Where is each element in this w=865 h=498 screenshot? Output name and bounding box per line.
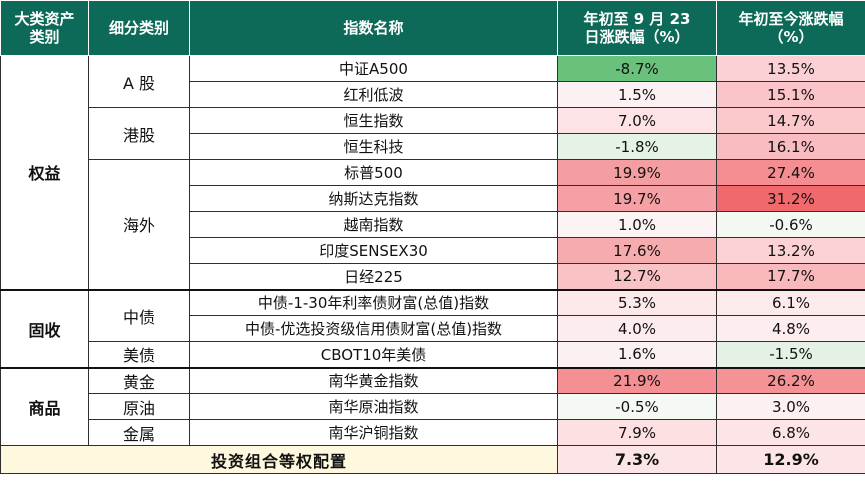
- header-change-to-date: 年初至 9 月 23 日涨跌幅（%）: [557, 0, 717, 56]
- table-row: 金属 南华沪铜指数 7.9% 6.8%: [1, 419, 865, 446]
- header-change-ytd: 年初至今涨跌幅 （%）: [716, 0, 865, 56]
- change-to-date-cell: 5.3%: [557, 288, 717, 316]
- index-name-cell: 红利低波: [189, 81, 558, 108]
- index-name-cell: 中债-优选投资级信用债财富(总值)指数: [189, 315, 558, 342]
- table-row: 港股 恒生指数 7.0% 14.7%: [1, 107, 865, 160]
- change-to-date-cell: 7.0%: [557, 107, 717, 134]
- table-body: 权益 A 股中证A500 -8.7% 13.5% 红利低波 1.5% 15.1% 港股 恒生指数…: [0, 55, 865, 446]
- sub-class-cell: 美债: [88, 341, 190, 368]
- header-sub-class: 细分类别: [88, 0, 190, 56]
- change-to-date-cell: -8.7%: [557, 55, 717, 82]
- change-ytd-cell: 16.1%: [716, 133, 865, 160]
- asset-class-cell: 商品: [0, 366, 89, 446]
- sub-class-cell: A 股: [88, 55, 190, 108]
- index-name-cell: 日经225: [189, 263, 558, 290]
- change-to-date-cell: 1.5%: [557, 81, 717, 108]
- change-ytd-cell: 13.2%: [716, 237, 865, 264]
- table-row: 商品 黄金 南华黄金指数 21.9% 26.2%: [0, 366, 865, 446]
- header-asset-class: 大类资产 类别: [0, 0, 89, 56]
- change-to-date-cell: 1.0%: [557, 211, 717, 238]
- footer-change-ytd: 12.9%: [716, 445, 865, 474]
- index-name-cell: CBOT10年美债: [189, 341, 558, 368]
- table-row: 纳斯达克指数 19.7% 31.2%: [1, 185, 865, 212]
- sub-class-cell: 金属: [88, 419, 190, 446]
- index-name-cell: 中证A500: [189, 55, 558, 82]
- sub-class-cell: 原油: [88, 393, 190, 420]
- change-to-date-cell: 7.9%: [557, 419, 717, 446]
- change-ytd-cell: 6.8%: [716, 419, 865, 446]
- index-name-cell: 中债-1-30年利率债财富(总值)指数: [189, 288, 558, 316]
- change-ytd-cell: 4.8%: [716, 315, 865, 342]
- index-name-cell: 纳斯达克指数: [189, 185, 558, 212]
- change-to-date-cell: -1.8%: [557, 133, 717, 160]
- table-row: 权益 A 股中证A500 -8.7% 13.5%: [0, 55, 865, 290]
- change-ytd-cell: 14.7%: [716, 107, 865, 134]
- asset-class-cell: 固收: [0, 288, 89, 368]
- index-name-cell: 恒生科技: [189, 133, 558, 160]
- table-row: 原油 南华原油指数 -0.5% 3.0%: [1, 393, 865, 420]
- change-to-date-cell: 12.7%: [557, 263, 717, 290]
- table-row: 美债 CBOT10年美债 1.6% -1.5%: [1, 341, 865, 368]
- index-name-cell: 南华沪铜指数: [189, 419, 558, 446]
- change-ytd-cell: -0.6%: [716, 211, 865, 238]
- change-ytd-cell: 13.5%: [716, 55, 865, 82]
- change-ytd-cell: 27.4%: [716, 159, 865, 186]
- footer-change-to-date: 7.3%: [557, 445, 717, 474]
- change-ytd-cell: 17.7%: [716, 263, 865, 290]
- change-to-date-cell: 19.7%: [557, 185, 717, 212]
- table-row: 越南指数 1.0% -0.6%: [1, 211, 865, 238]
- change-to-date-cell: 4.0%: [557, 315, 717, 342]
- performance-table: 大类资产 类别 细分类别 指数名称 年初至 9 月 23 日涨跌幅（%） 年初至…: [0, 0, 865, 474]
- table-row: 中债-优选投资级信用债财富(总值)指数 4.0% 4.8%: [1, 315, 865, 342]
- change-to-date-cell: 21.9%: [557, 366, 717, 394]
- table-row: 海外 标普500 19.9% 27.4%: [1, 159, 865, 290]
- change-ytd-cell: 15.1%: [716, 81, 865, 108]
- change-to-date-cell: 17.6%: [557, 237, 717, 264]
- sub-class-cell: 中债: [88, 288, 190, 342]
- table-row: 恒生科技 -1.8% 16.1%: [1, 133, 865, 160]
- change-ytd-cell: 26.2%: [716, 366, 865, 394]
- table-row: 日经225 12.7% 17.7%: [1, 263, 865, 290]
- index-name-cell: 南华原油指数: [189, 393, 558, 420]
- index-name-cell: 南华黄金指数: [189, 366, 558, 394]
- table-row: 红利低波 1.5% 15.1%: [1, 81, 865, 108]
- table-row: 固收 中债 中债-1-30年利率债财富(总值)指数 5.3% 6.1%: [0, 288, 865, 368]
- change-ytd-cell: 31.2%: [716, 185, 865, 212]
- footer-label: 投资组合等权配置: [0, 445, 558, 474]
- sub-class-cell: 港股: [88, 107, 190, 160]
- index-name-cell: 恒生指数: [189, 107, 558, 134]
- change-to-date-cell: 19.9%: [557, 159, 717, 186]
- index-name-cell: 越南指数: [189, 211, 558, 238]
- index-name-cell: 标普500: [189, 159, 558, 186]
- change-to-date-cell: 1.6%: [557, 341, 717, 368]
- header-row: 大类资产 类别 细分类别 指数名称 年初至 9 月 23 日涨跌幅（%） 年初至…: [0, 0, 865, 56]
- change-ytd-cell: -1.5%: [716, 341, 865, 368]
- footer-row: 投资组合等权配置 7.3% 12.9%: [0, 445, 865, 474]
- index-name-cell: 印度SENSEX30: [189, 237, 558, 264]
- asset-class-cell: 权益: [0, 55, 89, 290]
- sub-class-cell: 黄金: [88, 366, 190, 394]
- header-index-name: 指数名称: [189, 0, 558, 56]
- table-row: 印度SENSEX30 17.6% 13.2%: [1, 237, 865, 264]
- sub-class-cell: 海外: [88, 159, 190, 290]
- change-ytd-cell: 6.1%: [716, 288, 865, 316]
- change-ytd-cell: 3.0%: [716, 393, 865, 420]
- change-to-date-cell: -0.5%: [557, 393, 717, 420]
